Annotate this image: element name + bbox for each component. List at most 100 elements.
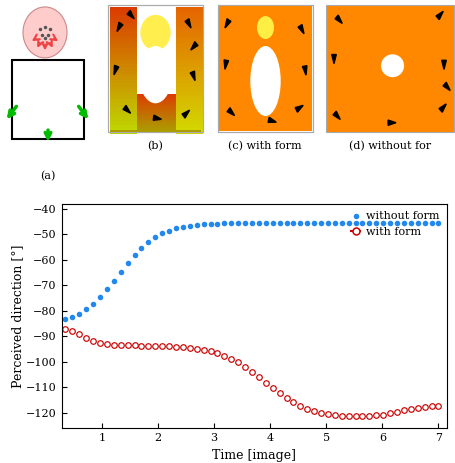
Bar	[110, 119, 201, 120]
Bar	[110, 112, 136, 115]
FancyBboxPatch shape	[108, 5, 202, 132]
Bar	[110, 130, 201, 131]
Bar	[110, 110, 201, 111]
Bar	[176, 23, 202, 26]
Bar	[110, 87, 136, 90]
Bar	[110, 121, 136, 125]
Bar	[110, 94, 201, 95]
Bar	[110, 77, 136, 80]
Polygon shape	[123, 105, 130, 113]
Bar	[110, 122, 201, 123]
Bar	[176, 77, 202, 80]
Bar	[110, 90, 136, 93]
Bar	[110, 106, 136, 109]
Bar	[110, 55, 136, 58]
Bar	[110, 124, 201, 125]
Bar	[110, 68, 136, 70]
Bar	[110, 99, 136, 102]
Bar	[176, 119, 202, 121]
Polygon shape	[438, 104, 445, 112]
Bar	[110, 101, 201, 102]
Bar	[110, 102, 201, 103]
Polygon shape	[268, 117, 276, 122]
Bar	[110, 70, 136, 74]
Bar	[110, 108, 201, 109]
Bar	[110, 125, 201, 126]
Bar	[176, 87, 202, 90]
Bar	[110, 19, 136, 23]
Polygon shape	[227, 107, 234, 116]
Polygon shape	[441, 60, 445, 69]
Polygon shape	[332, 111, 339, 119]
Bar	[110, 106, 201, 107]
Bar	[176, 131, 202, 134]
Bar	[176, 121, 202, 125]
Polygon shape	[223, 60, 228, 69]
Bar	[176, 51, 202, 55]
Polygon shape	[114, 65, 119, 75]
X-axis label: Time [image]: Time [image]	[212, 449, 296, 462]
Bar	[110, 64, 136, 68]
Bar	[110, 32, 136, 36]
Bar	[110, 7, 136, 10]
Bar	[176, 17, 202, 19]
Bar	[176, 42, 202, 45]
Bar	[110, 117, 201, 118]
Bar	[110, 125, 136, 128]
Ellipse shape	[380, 54, 403, 77]
Bar	[110, 96, 136, 99]
Bar	[176, 99, 202, 102]
Bar	[176, 45, 202, 48]
Bar	[110, 112, 201, 113]
Polygon shape	[387, 120, 395, 125]
Bar	[110, 97, 201, 98]
Bar	[176, 7, 202, 10]
Bar	[110, 23, 136, 26]
Bar	[110, 100, 201, 101]
Bar	[110, 42, 136, 45]
Bar	[110, 95, 201, 96]
Polygon shape	[224, 19, 230, 28]
Bar	[110, 126, 201, 127]
Polygon shape	[153, 115, 161, 120]
Ellipse shape	[140, 15, 170, 50]
Polygon shape	[182, 110, 189, 118]
Bar	[176, 109, 202, 112]
Bar	[110, 29, 136, 32]
Bar	[110, 74, 136, 77]
Bar	[110, 61, 136, 64]
Bar	[176, 29, 202, 32]
Ellipse shape	[139, 46, 172, 103]
Bar	[110, 109, 201, 110]
Polygon shape	[442, 82, 449, 91]
Circle shape	[23, 7, 67, 58]
Bar	[110, 105, 201, 106]
Polygon shape	[185, 19, 191, 28]
Text: (d) without for: (d) without for	[348, 141, 430, 151]
Bar	[176, 106, 202, 109]
FancyBboxPatch shape	[12, 60, 84, 139]
Bar	[176, 90, 202, 93]
Polygon shape	[331, 55, 335, 63]
Bar	[176, 74, 202, 77]
Bar	[176, 93, 202, 96]
Bar	[110, 103, 201, 104]
Bar	[176, 64, 202, 68]
Bar	[176, 32, 202, 36]
Bar	[176, 55, 202, 58]
Bar	[110, 17, 136, 19]
Bar	[110, 80, 136, 83]
Bar	[110, 111, 201, 112]
Polygon shape	[127, 11, 134, 19]
Bar	[110, 114, 201, 115]
Bar	[176, 36, 202, 39]
Polygon shape	[298, 25, 303, 34]
Bar	[110, 119, 136, 121]
Bar	[176, 10, 202, 13]
Ellipse shape	[256, 16, 273, 39]
Bar	[176, 39, 202, 42]
Bar	[110, 109, 136, 112]
Bar	[110, 115, 136, 119]
FancyBboxPatch shape	[218, 6, 311, 131]
Bar	[110, 99, 201, 100]
